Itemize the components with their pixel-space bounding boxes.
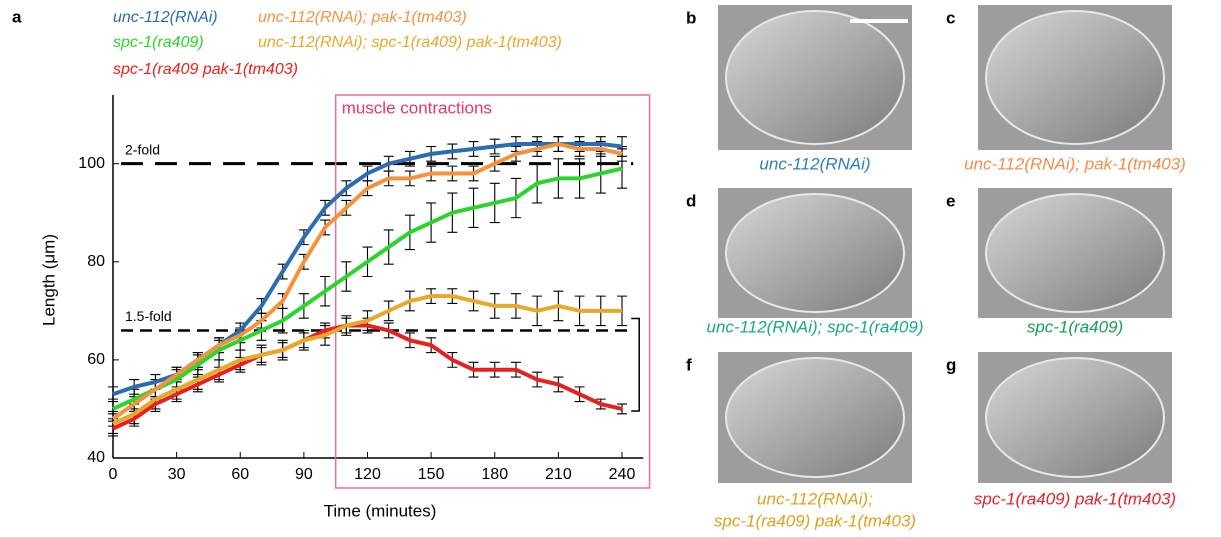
- annotation-box: [334, 94, 651, 489]
- legend-entry: spc-1(ra409): [113, 34, 204, 51]
- reference-label: 1.5-fold: [125, 308, 172, 324]
- panel-caption: unc-112(RNAi): [759, 154, 870, 173]
- series-line: [112, 166, 623, 411]
- panel-letter: d: [686, 191, 696, 210]
- x-axis-label: Time (minutes): [324, 501, 437, 520]
- y-tick-label: 100: [78, 155, 105, 172]
- series-line: [112, 294, 622, 426]
- series-line: [112, 323, 623, 431]
- x-tick-label: 0: [109, 466, 118, 483]
- embryo: [725, 357, 905, 478]
- x-tick-label: 60: [231, 466, 249, 483]
- legend-entry: spc-1(ra409 pak-1(tm403): [113, 61, 298, 78]
- legend-entry: unc-112(RNAi); pak-1(tm403): [258, 9, 467, 26]
- embryo: [725, 193, 905, 313]
- panel-letter: e: [946, 191, 955, 210]
- embryo: [725, 10, 905, 145]
- embryo: [985, 357, 1165, 478]
- panel-caption: spc-1(ra409) pak-1(tm403): [714, 511, 916, 530]
- panel-caption: spc-1(ra409) pak-1(tm403): [974, 489, 1176, 508]
- bracket: [631, 317, 640, 412]
- y-tick-label: 60: [87, 351, 105, 368]
- y-tick-label: 80: [87, 253, 105, 270]
- panel-letter: b: [686, 8, 696, 27]
- panel-letter: f: [686, 355, 692, 374]
- legend-entry: unc-112(RNAi): [113, 9, 218, 26]
- panel-letter: c: [946, 8, 955, 27]
- panel-caption: unc-112(RNAi); pak-1(tm403): [964, 154, 1186, 173]
- x-tick-label: 90: [295, 466, 313, 483]
- annotation-label: muscle contractions: [342, 98, 492, 117]
- x-tick-label: 120: [354, 466, 381, 483]
- x-tick-label: 30: [168, 466, 186, 483]
- embryo: [985, 10, 1165, 145]
- x-tick-label: 240: [609, 466, 636, 483]
- error-bar-line: [617, 403, 627, 415]
- x-tick-label: 210: [545, 466, 572, 483]
- y-tick-label: 40: [87, 449, 105, 466]
- embryo: [985, 193, 1165, 313]
- panel-caption: unc-112(RNAi);: [757, 489, 873, 508]
- panel-caption: spc-1(ra409): [1027, 317, 1123, 336]
- reference-label: 2-fold: [125, 141, 160, 157]
- x-tick-label: 180: [481, 466, 508, 483]
- legend-entry: unc-112(RNAi); spc-1(ra409) pak-1(tm403): [258, 34, 562, 51]
- panel-caption: unc-112(RNAi); spc-1(ra409): [707, 317, 924, 336]
- x-tick-label: 150: [418, 466, 445, 483]
- panel-letter: a: [12, 7, 22, 26]
- series-line: [111, 142, 623, 421]
- panel-letter: g: [946, 355, 956, 374]
- y-axis-label: Length (μm): [39, 234, 58, 326]
- error-bar: [617, 403, 627, 415]
